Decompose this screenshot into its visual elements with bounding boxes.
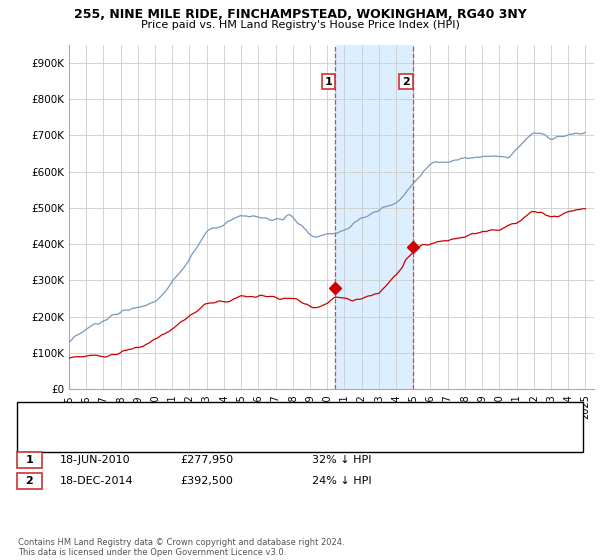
Text: £392,500: £392,500 — [180, 477, 233, 486]
Text: 1: 1 — [26, 455, 33, 465]
Text: 255, NINE MILE RIDE, FINCHAMPSTEAD, WOKINGHAM, RG40 3NY: 255, NINE MILE RIDE, FINCHAMPSTEAD, WOKI… — [74, 8, 526, 21]
Text: 2: 2 — [26, 477, 33, 486]
Text: 2: 2 — [402, 77, 410, 87]
Text: Price paid vs. HM Land Registry's House Price Index (HPI): Price paid vs. HM Land Registry's House … — [140, 20, 460, 30]
Text: HPI: Average price, detached house, Wokingham: HPI: Average price, detached house, Woki… — [66, 432, 304, 442]
Bar — [335, 45, 413, 389]
Text: 32% ↓ HPI: 32% ↓ HPI — [312, 455, 371, 465]
Text: 24% ↓ HPI: 24% ↓ HPI — [312, 477, 371, 486]
Text: 18-DEC-2014: 18-DEC-2014 — [60, 477, 134, 486]
Text: 1: 1 — [325, 77, 332, 87]
Text: Contains HM Land Registry data © Crown copyright and database right 2024.
This d: Contains HM Land Registry data © Crown c… — [18, 538, 344, 557]
Text: £277,950: £277,950 — [180, 455, 233, 465]
Text: 18-JUN-2010: 18-JUN-2010 — [60, 455, 131, 465]
Text: 255, NINE MILE RIDE, FINCHAMPSTEAD, WOKINGHAM, RG40 3NY (detached house): 255, NINE MILE RIDE, FINCHAMPSTEAD, WOKI… — [66, 412, 472, 422]
